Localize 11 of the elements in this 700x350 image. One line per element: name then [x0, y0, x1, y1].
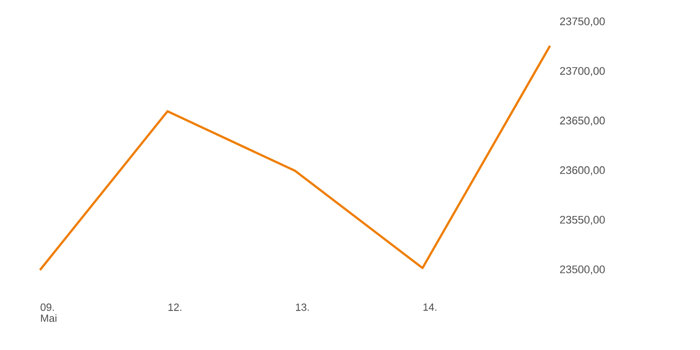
x-tick-label: 09. Mai — [40, 304, 56, 322]
x-tick-label: 13. — [296, 304, 309, 311]
x-tick-label: 14. — [424, 304, 436, 311]
y-tick-label: 23600,00 — [560, 166, 605, 176]
y-tick-label: 23500,00 — [560, 265, 605, 275]
y-tick-label: 23750,00 — [560, 17, 605, 27]
y-tick-label: 23700,00 — [560, 67, 605, 76]
line-series — [38, 44, 552, 272]
x-tick-label: 12. — [168, 304, 182, 311]
y-tick-label: 23550,00 — [560, 216, 605, 225]
y-tick-label: 23650,00 — [560, 116, 605, 126]
